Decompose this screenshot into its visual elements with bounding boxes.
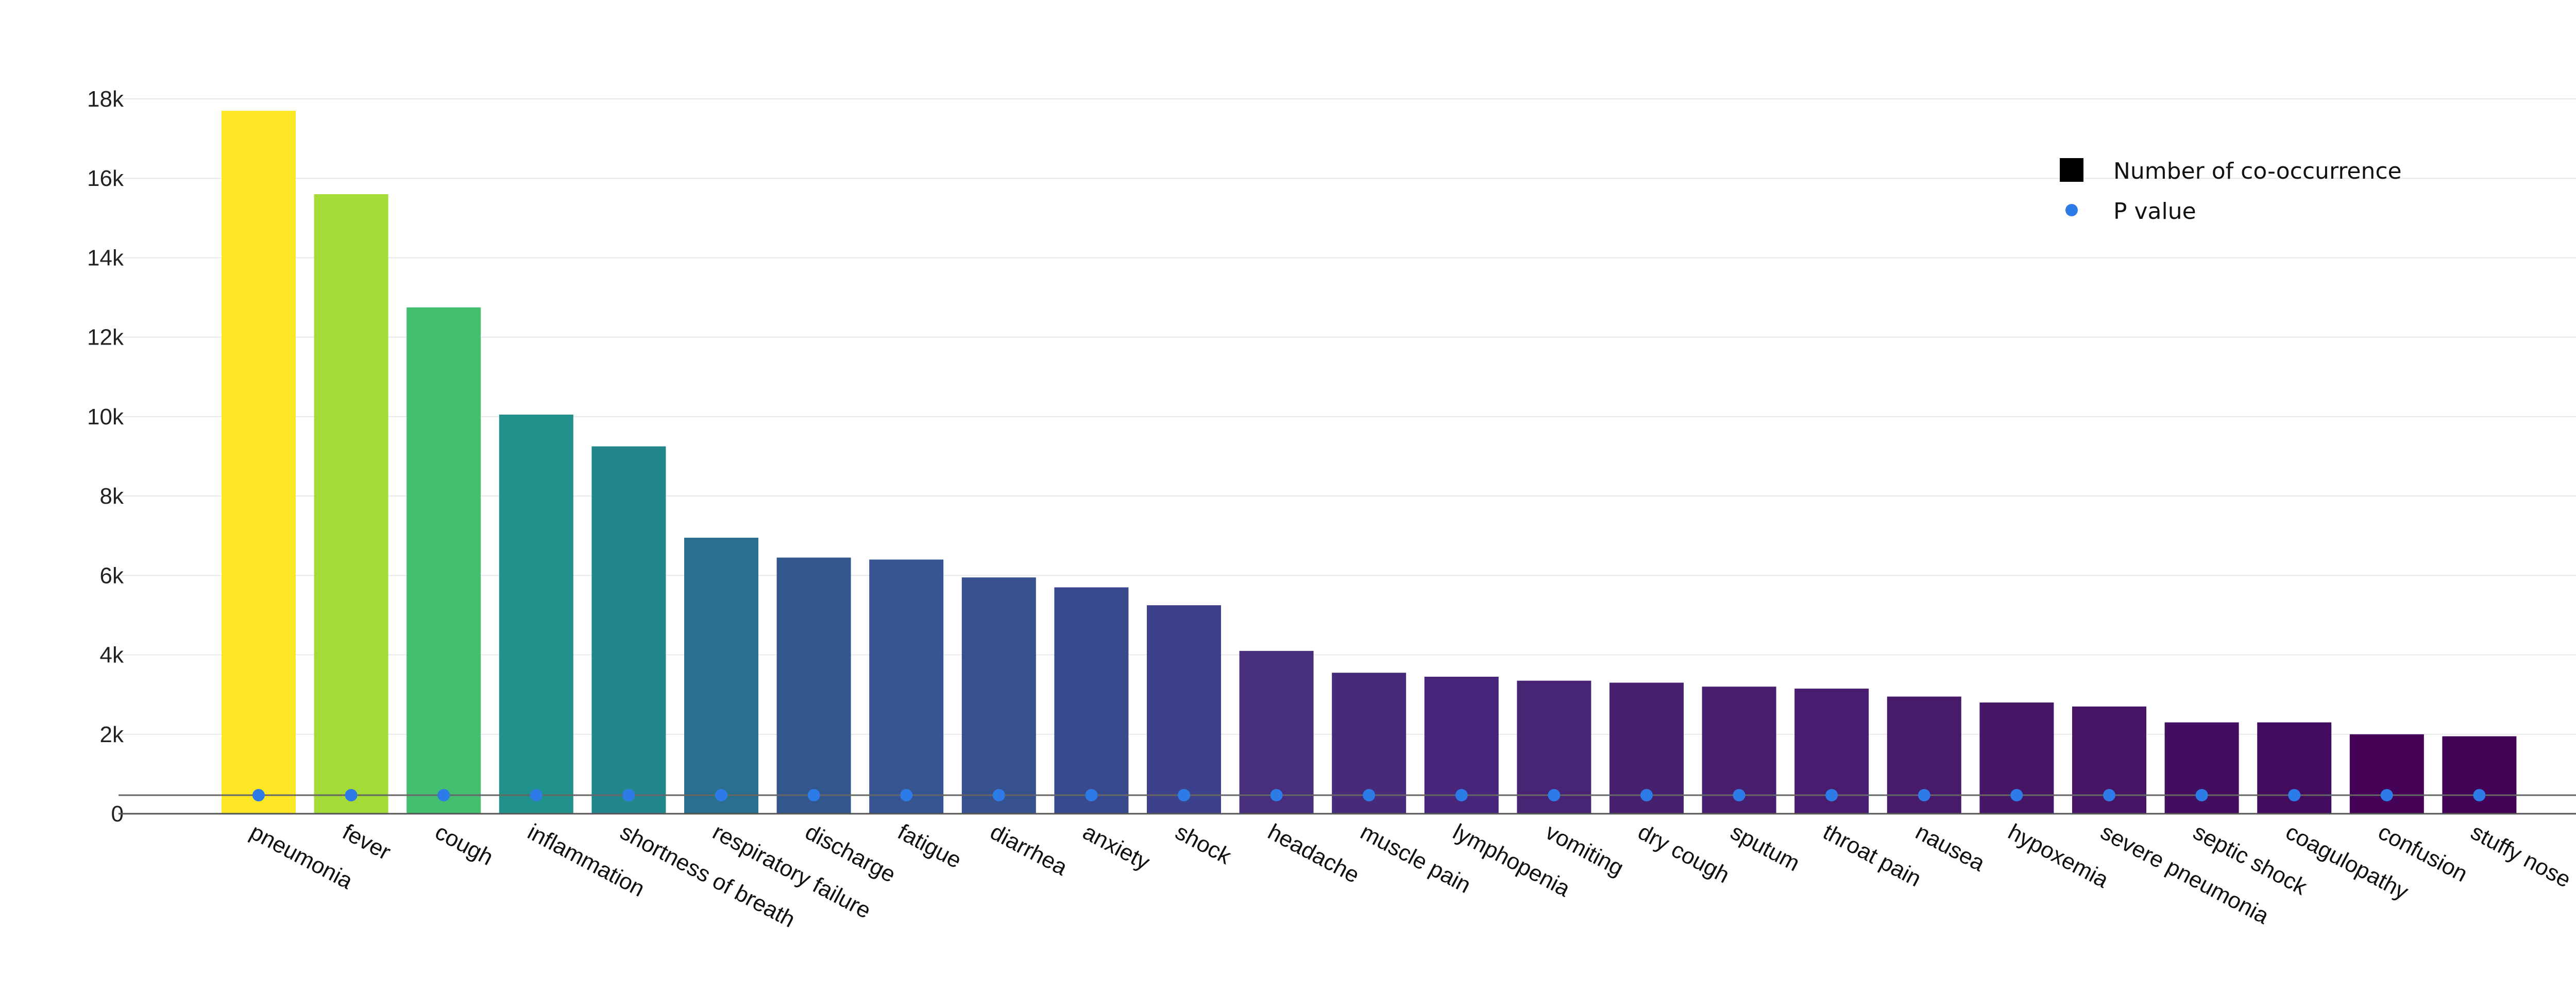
x-tick-label: severe pneumonia bbox=[2096, 819, 2273, 929]
x-tick-label: fever bbox=[338, 819, 395, 865]
p-value-point bbox=[807, 789, 820, 801]
x-tick-label: sputum bbox=[1726, 819, 1804, 877]
gridlines bbox=[118, 98, 2576, 735]
y-tick-label: 6k bbox=[100, 563, 124, 588]
p-value-point bbox=[1640, 789, 1653, 801]
bar-shortness-of-breath bbox=[591, 446, 666, 814]
x-tick-label: anxiety bbox=[1079, 819, 1154, 876]
x-tick-label: shock bbox=[1171, 819, 1235, 870]
p-value-point bbox=[1918, 789, 1930, 801]
y-tick-label: 8k bbox=[100, 484, 124, 509]
p-value-point bbox=[2103, 789, 2115, 801]
x-tick-label: throat pain bbox=[1819, 819, 1926, 892]
y-tick-label: 18k bbox=[87, 87, 124, 112]
x-tick-label: cough bbox=[431, 819, 498, 871]
legend-swatch-bars bbox=[2060, 158, 2083, 182]
bar-pneumonia bbox=[222, 111, 296, 814]
legend-label-bars: Number of co-occurrence bbox=[2113, 158, 2402, 184]
p-value-point bbox=[345, 789, 358, 801]
p-value-point bbox=[622, 789, 635, 801]
p-value-point bbox=[252, 789, 265, 801]
p-value-point bbox=[1455, 789, 1468, 801]
p-value-point bbox=[715, 789, 727, 801]
p-value-point bbox=[437, 789, 450, 801]
bar-cough bbox=[406, 307, 481, 814]
y-tick-label: 2k bbox=[100, 722, 124, 747]
x-tick-label: shortness of breath bbox=[616, 819, 800, 933]
p-value-point bbox=[992, 789, 1005, 801]
p-value-point bbox=[2010, 789, 2023, 801]
y-tick-label: 10k bbox=[87, 404, 124, 430]
y-tick-label: 16k bbox=[87, 166, 124, 191]
bars bbox=[222, 111, 2517, 814]
bar-anxiety bbox=[1054, 587, 1129, 814]
p-value-point bbox=[1085, 789, 1098, 801]
bar-stuffy-nose bbox=[2442, 736, 2517, 814]
bar-discharge bbox=[776, 557, 851, 814]
bar-respiratory-failure bbox=[684, 538, 758, 814]
legend-swatch-points bbox=[2065, 204, 2078, 216]
legend-label-points: P value bbox=[2113, 198, 2196, 225]
bar-confusion bbox=[2349, 734, 2424, 814]
x-tick-label: dry cough bbox=[1634, 819, 1734, 888]
p-value-points bbox=[252, 789, 2486, 801]
x-tick-label: diarrhea bbox=[986, 819, 1072, 881]
legend: Number of co-occurrence P value bbox=[2060, 158, 2402, 225]
x-tick-label: fatigue bbox=[894, 819, 966, 873]
p-value-point bbox=[1363, 789, 1376, 801]
p-value-point bbox=[1270, 789, 1283, 801]
p-value-point bbox=[530, 789, 543, 801]
x-tick-label: pneumonia bbox=[246, 819, 357, 895]
p-value-point bbox=[2288, 789, 2301, 801]
p-value-point bbox=[1733, 789, 1745, 801]
bar-fatigue bbox=[869, 559, 944, 814]
y-tick-label: 4k bbox=[100, 643, 124, 668]
x-tick-label: headache bbox=[1264, 819, 1364, 888]
x-tick-label: hypoxemia bbox=[2004, 819, 2113, 893]
p-value-point bbox=[1178, 789, 1190, 801]
y-tick-label: 12k bbox=[87, 325, 124, 350]
p-value-point bbox=[2473, 789, 2486, 801]
x-tick-label: stuffy nose bbox=[2467, 819, 2575, 893]
bar-shock bbox=[1147, 605, 1221, 814]
y-tick-label: 14k bbox=[87, 245, 124, 270]
bar-headache bbox=[1239, 650, 1314, 814]
p-value-point bbox=[1548, 789, 1561, 801]
bar-fever bbox=[314, 194, 388, 814]
bar-inflammation bbox=[499, 415, 573, 814]
p-value-point bbox=[900, 789, 913, 801]
p-value-point bbox=[2195, 789, 2208, 801]
bar-diarrhea bbox=[961, 577, 1036, 814]
p-value-point bbox=[1825, 789, 1838, 801]
p-value-point bbox=[2380, 789, 2393, 801]
